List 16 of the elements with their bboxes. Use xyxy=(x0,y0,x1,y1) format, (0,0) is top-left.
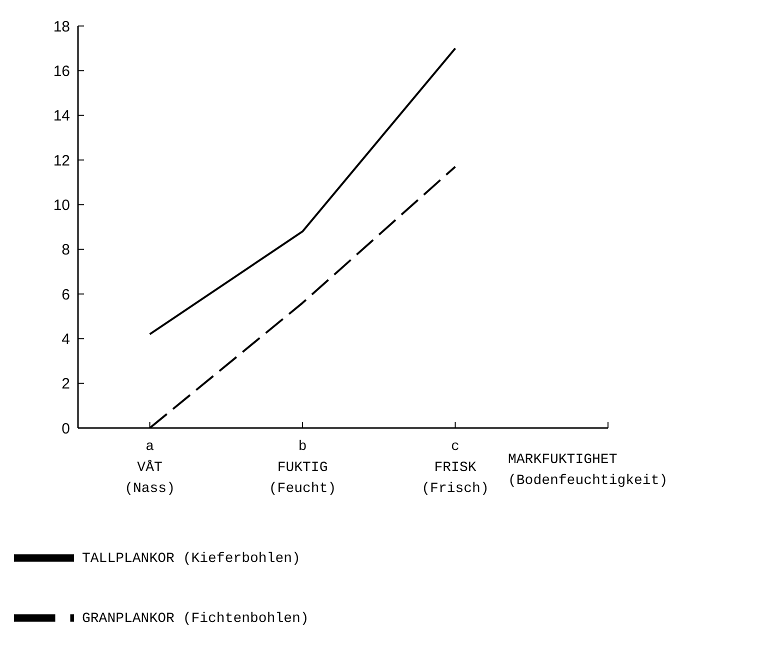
y-tick-label: 10 xyxy=(53,196,70,214)
y-tick-label: 0 xyxy=(62,420,70,438)
y-tick-label: 4 xyxy=(62,330,70,348)
legend-label: GRANPLANKOR (Fichtenbohlen) xyxy=(82,610,309,627)
y-tick-label: 16 xyxy=(53,62,70,80)
y-tick-label: 18 xyxy=(53,18,70,36)
x-axis-title: MARKFUKTIGHET (Bodenfeuchtigkeit) xyxy=(508,452,668,489)
x-tick-label: c FRISK (Frisch) xyxy=(422,439,489,497)
y-tick-label: 2 xyxy=(62,376,70,393)
y-tick-label: 14 xyxy=(53,108,70,125)
legend-label: TALLPLANKOR (Kieferbohlen) xyxy=(82,550,300,567)
x-tick-label: a VÅT (Nass) xyxy=(124,439,175,497)
y-tick-label: 6 xyxy=(62,286,70,304)
y-tick-label: 8 xyxy=(62,242,70,259)
x-tick-label: b FUKTIG (Feucht) xyxy=(268,439,336,497)
y-tick-label: 12 xyxy=(53,152,70,170)
